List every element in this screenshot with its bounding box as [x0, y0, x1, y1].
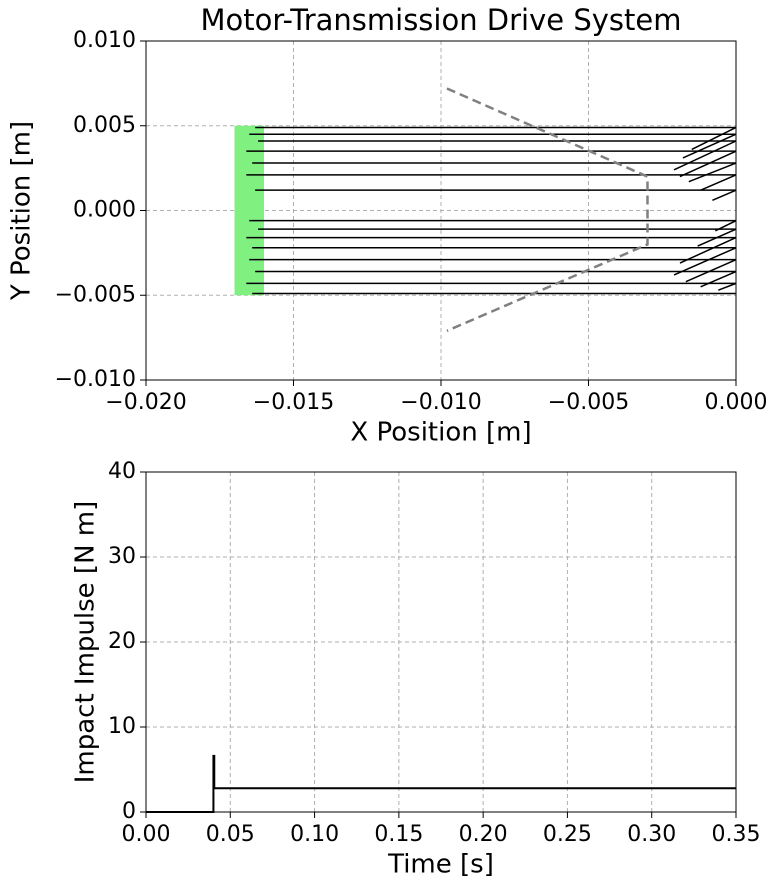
trajectory [255, 189, 737, 202]
x-tick-label: 0.000 [705, 390, 768, 415]
y-tick-label: −0.005 [55, 282, 136, 307]
trajectory [255, 270, 737, 288]
chart-title: Motor-Transmission Drive System [201, 3, 682, 37]
y-tick-label: 10 [108, 714, 136, 739]
x-axis-label: X Position [m] [350, 418, 531, 448]
trajectory [246, 150, 737, 178]
x-tick-label: −0.020 [105, 390, 186, 415]
x-tick-label: 0.10 [290, 822, 339, 847]
x-tick-label: −0.010 [400, 390, 481, 415]
x-tick-label: −0.005 [548, 390, 629, 415]
x-tick-label: 0.05 [206, 822, 255, 847]
boundary [446, 87, 649, 332]
trajectory [246, 174, 737, 191]
series-line [146, 754, 736, 813]
y-tick-label: 0.005 [73, 113, 136, 138]
y-tick-label: 40 [108, 459, 136, 484]
y-tick-label: −0.010 [55, 367, 136, 392]
y-tick-label: 0.010 [73, 28, 136, 53]
y-tick-label: 0.000 [73, 198, 136, 223]
y-tick-label: 20 [108, 629, 136, 654]
y-axis-label: Y Position [m] [7, 121, 37, 301]
y-tick-label: 0 [122, 799, 136, 824]
trajectory [249, 258, 737, 283]
trajectory [249, 133, 737, 159]
x-tick-label: 0.25 [543, 822, 592, 847]
trajectory [258, 140, 737, 171]
x-tick-label: 0.00 [122, 822, 171, 847]
axes-frame [145, 40, 737, 381]
trajectory [252, 162, 737, 183]
region [234, 125, 264, 296]
trajectory [255, 126, 737, 151]
y-axis-label: Impact Impulse [N m] [71, 501, 101, 784]
x-tick-label: 0.35 [712, 822, 761, 847]
trajectory [246, 282, 737, 291]
x-tick-label: 0.20 [459, 822, 508, 847]
x-tick-label: 0.30 [627, 822, 676, 847]
x-tick-label: 0.15 [374, 822, 423, 847]
x-axis-label: Time [s] [387, 850, 494, 880]
axes-frame [145, 471, 737, 813]
x-tick-label: −0.015 [253, 390, 334, 415]
y-tick-label: 30 [108, 544, 136, 569]
